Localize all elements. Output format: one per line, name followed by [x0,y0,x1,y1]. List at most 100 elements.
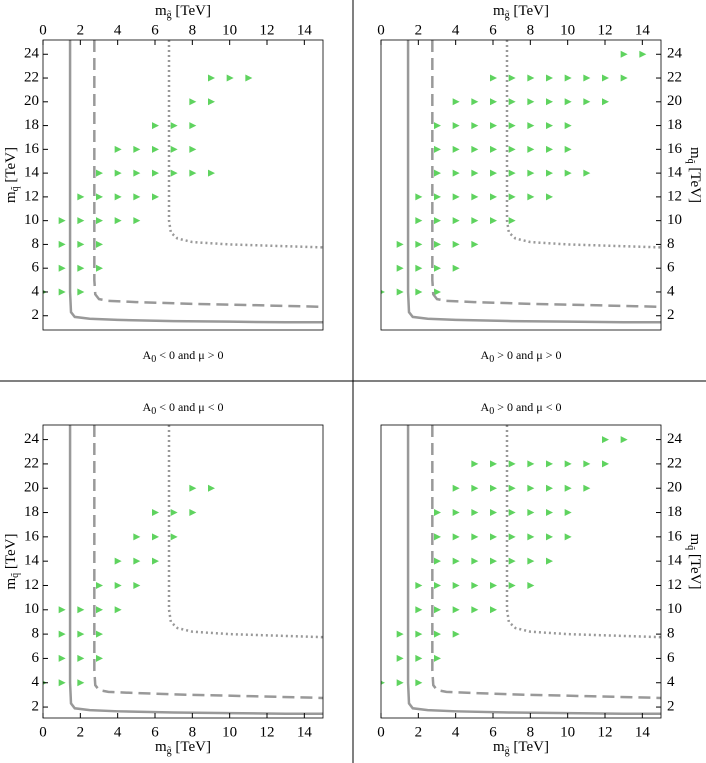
y-tick-label: 4 [32,674,40,690]
point [602,74,609,82]
contour [68,40,323,324]
contour [505,40,661,249]
point [527,74,535,82]
point [508,193,516,201]
y-tick-label: 20 [667,480,682,496]
point [490,460,497,468]
x-tick-label: 6 [489,22,497,38]
point [133,581,141,589]
y-tick-label: 6 [667,260,675,276]
point [471,145,479,153]
point [602,436,609,444]
x-tick-label: 2 [415,724,423,740]
point [434,169,441,177]
point [471,557,479,565]
point [490,193,497,201]
point [564,122,572,130]
x-tick-label: 14 [297,724,313,740]
y-tick-label: 22 [667,69,682,85]
point [471,98,479,106]
point [114,606,122,614]
y-tick-label: 14 [667,553,683,569]
frame [380,39,662,331]
point [490,98,497,106]
point [114,557,122,565]
point [490,484,497,492]
point [434,193,441,201]
point [452,122,460,130]
point [58,240,66,248]
y-tick-label: 2 [32,307,40,323]
point [527,145,535,153]
point [415,264,423,272]
y-tick-label: 24 [667,431,683,447]
x-tick-label: 12 [598,724,613,740]
point [96,240,103,248]
y-tick-label: 4 [667,283,675,299]
point [471,484,479,492]
y-tick-label: 18 [667,504,682,520]
x-axis-label: mg̃ [TeV] [155,3,211,21]
x-tick-label: 6 [489,724,497,740]
y-tick-label: 18 [667,117,682,133]
point [77,217,85,225]
point [77,264,85,272]
y-axis-label-part: [TeV] [687,550,703,589]
point [114,169,122,177]
point [508,581,516,589]
point [170,122,178,130]
point [527,557,535,565]
point [396,679,404,687]
y-tick-label: 10 [667,212,682,228]
point [564,98,572,106]
point [396,288,404,296]
contour [505,425,661,639]
caption-part: 0 [151,354,156,365]
plot-area [43,425,323,715]
point [415,654,423,662]
point [152,193,159,201]
y-axis-label-part: q̃ [685,159,696,164]
y-tick-label: 18 [24,117,39,133]
y-tick-label: 8 [667,236,675,252]
point [133,533,141,541]
caption-part: < 0 and μ > 0 [156,348,223,362]
point [508,145,516,153]
x-tick-label: 14 [635,22,651,38]
point [527,509,535,517]
caption-part: 0 [151,406,156,417]
x-axis-label-part: g̃ [167,10,172,21]
point [471,217,479,225]
point [434,630,441,638]
point [415,217,423,225]
point [583,484,591,492]
point [415,630,423,638]
point [452,240,460,248]
y-tick-label: 18 [24,504,39,520]
y-tick-label: 2 [667,698,675,714]
point [58,606,66,614]
caption-part: A [481,400,490,414]
point [546,98,553,106]
x-axis-label: mg̃ [TeV] [155,739,211,757]
y-tick-label: 8 [32,626,40,642]
caption-part: 0 [489,354,494,365]
point [96,193,103,201]
y-axis-label-part: q̃ [10,186,21,191]
point [527,169,535,177]
point [434,606,441,614]
point [508,484,516,492]
caption-part: > 0 and μ < 0 [494,400,561,414]
x-tick-label: 2 [77,22,85,38]
point [434,288,441,296]
x-tick-label: 4 [452,22,460,38]
point [546,145,553,153]
x-tick-label: 4 [114,22,122,38]
point [133,193,141,201]
point [546,74,553,82]
x-tick-label: 14 [297,22,313,38]
x-tick-label: 0 [39,724,47,740]
point [583,98,591,106]
frame [380,424,662,719]
point [96,606,103,614]
